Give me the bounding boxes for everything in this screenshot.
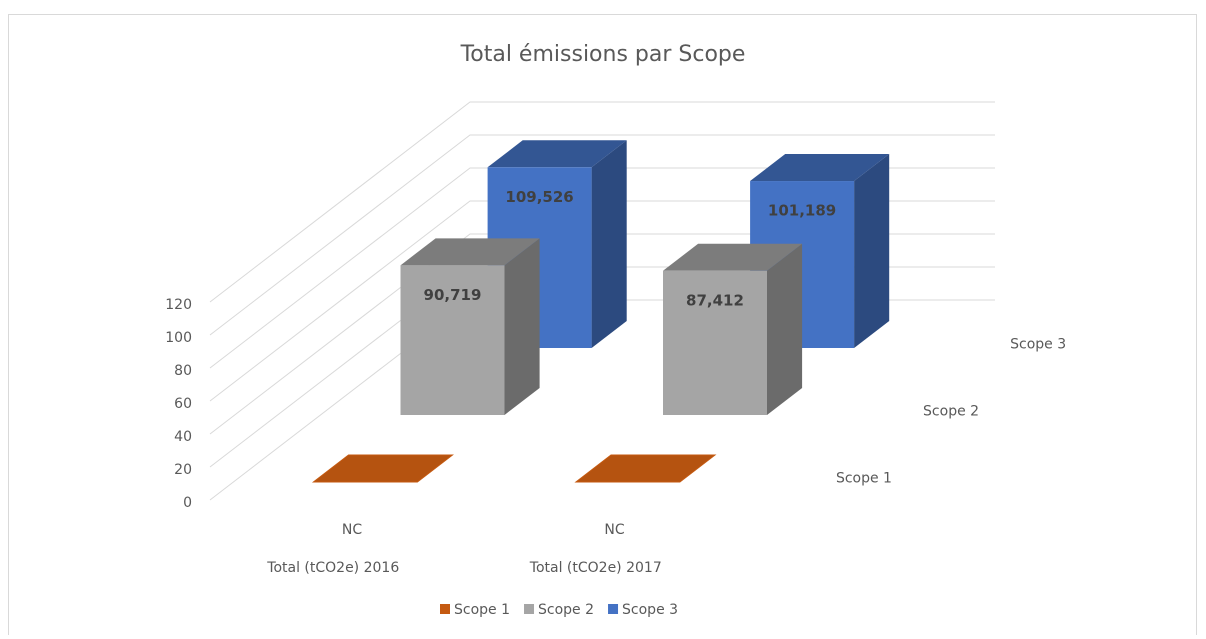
legend-swatch	[524, 604, 535, 614]
y-tick-label: 20	[174, 462, 192, 478]
chart-title: Total émissions par Scope	[460, 42, 746, 67]
data-label: 101,189	[768, 202, 836, 220]
bar-top	[311, 454, 454, 483]
bar-side	[591, 140, 627, 348]
data-label: 87,412	[686, 291, 744, 309]
legend-swatch	[608, 604, 619, 614]
legend-label: Scope 2	[538, 602, 594, 618]
depth-label: Scope 2	[923, 404, 979, 420]
bar-top	[663, 243, 803, 271]
bar-side	[767, 243, 803, 415]
bar-top	[574, 454, 717, 483]
bar	[663, 243, 803, 415]
bar-front	[400, 265, 505, 415]
y-tick-label: 100	[165, 330, 192, 346]
legend-label: Scope 1	[454, 602, 510, 618]
y-tick-label: 80	[174, 363, 192, 379]
bar	[400, 238, 540, 415]
data-label: NC	[604, 522, 624, 538]
bar-top	[750, 154, 890, 182]
data-label: 109,526	[505, 188, 573, 206]
y-tick-label: 40	[174, 429, 192, 445]
depth-label: Scope 3	[1010, 337, 1066, 353]
bar-top	[487, 140, 627, 168]
y-tick-label: 120	[165, 297, 192, 313]
bar	[311, 454, 454, 483]
bar	[574, 454, 717, 483]
bar-side	[504, 238, 540, 415]
legend-swatch	[440, 604, 450, 614]
x-tick-label: Total (tCO2e) 2016	[266, 560, 399, 576]
y-tick-label: 60	[174, 396, 192, 412]
bar-side	[854, 154, 890, 348]
bar-front	[663, 270, 767, 415]
y-tick-label: 0	[183, 495, 192, 511]
legend-label: Scope 3	[622, 602, 678, 618]
depth-label: Scope 1	[836, 471, 892, 487]
bar-top	[400, 238, 540, 266]
data-label: 90,719	[424, 286, 482, 304]
grid-line	[209, 101, 995, 303]
x-tick-label: Total (tCO2e) 2017	[529, 560, 662, 576]
grid-line	[209, 134, 995, 336]
data-label: NC	[342, 522, 362, 538]
